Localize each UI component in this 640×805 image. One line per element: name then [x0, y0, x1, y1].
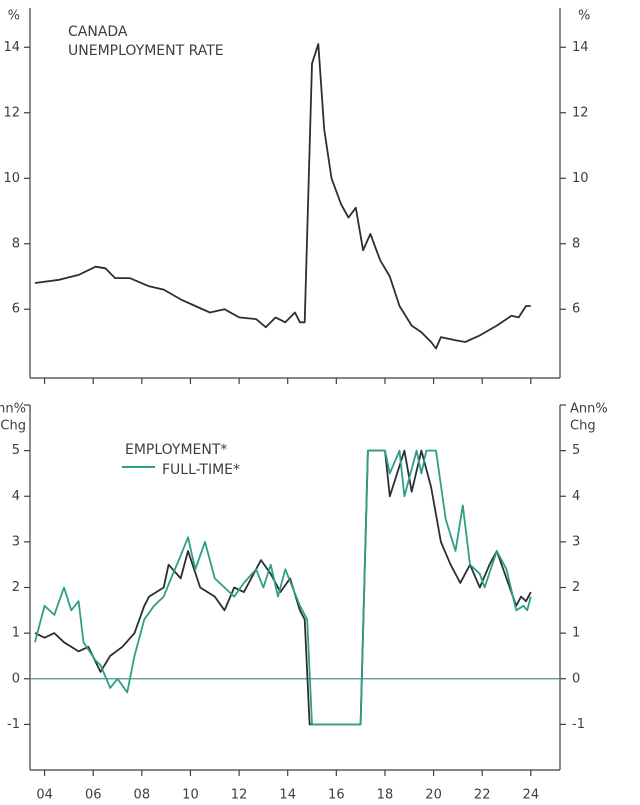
legend-label: FULL-TIME* [162, 462, 240, 478]
y2-tick-label: 3 [572, 534, 580, 549]
axis-unit-label: % [8, 9, 20, 24]
chart-title: CANADA [68, 24, 128, 40]
x-tick-label: 14 [279, 788, 296, 803]
axis-unit-label: Ann% [570, 402, 608, 417]
y2-tick-label: 14 [572, 40, 589, 55]
chart-title: UNEMPLOYMENT RATE [68, 43, 224, 59]
y-tick-label: 6 [12, 302, 20, 317]
y-tick-label: 2 [12, 580, 20, 595]
series-line [34, 43, 531, 350]
series-line [34, 449, 532, 726]
y-tick-label: -1 [7, 717, 20, 732]
y-tick-label: 5 [12, 443, 20, 458]
y-tick-label: 0 [12, 671, 20, 686]
y-tick-label: 3 [12, 534, 20, 549]
x-tick-label: 04 [36, 788, 53, 803]
y2-tick-label: 2 [572, 580, 580, 595]
x-tick-label: 18 [377, 788, 394, 803]
y-tick-label: 1 [12, 626, 20, 641]
axis-unit-label: % [578, 9, 590, 24]
y2-tick-label: 5 [572, 443, 580, 458]
x-tick-label: 08 [134, 788, 151, 803]
y-tick-label: 8 [12, 236, 20, 251]
x-tick-label: 16 [328, 788, 345, 803]
y-tick-label: 10 [3, 171, 20, 186]
y2-tick-label: 8 [572, 236, 580, 251]
axis-unit-label: Ann% [0, 402, 26, 417]
series-line [34, 449, 532, 726]
axis-unit-label: Chg [570, 419, 596, 434]
y2-tick-label: 0 [572, 671, 580, 686]
y-tick-label: 12 [3, 105, 20, 120]
y2-tick-label: 1 [572, 626, 580, 641]
x-tick-label: 22 [474, 788, 491, 803]
y-tick-label: 14 [3, 40, 20, 55]
x-tick-label: 24 [523, 788, 540, 803]
x-tick-label: 06 [85, 788, 102, 803]
y2-tick-label: 10 [572, 171, 589, 186]
y2-tick-label: -1 [572, 717, 585, 732]
axis-unit-label: Chg [0, 419, 26, 434]
x-tick-label: 12 [231, 788, 248, 803]
y2-tick-label: 4 [572, 489, 580, 504]
y-tick-label: 4 [12, 489, 20, 504]
x-tick-label: 10 [182, 788, 199, 803]
y2-tick-label: 12 [572, 105, 589, 120]
y2-tick-label: 6 [572, 302, 580, 317]
x-tick-label: 20 [425, 788, 442, 803]
legend-label: EMPLOYMENT* [125, 442, 227, 458]
